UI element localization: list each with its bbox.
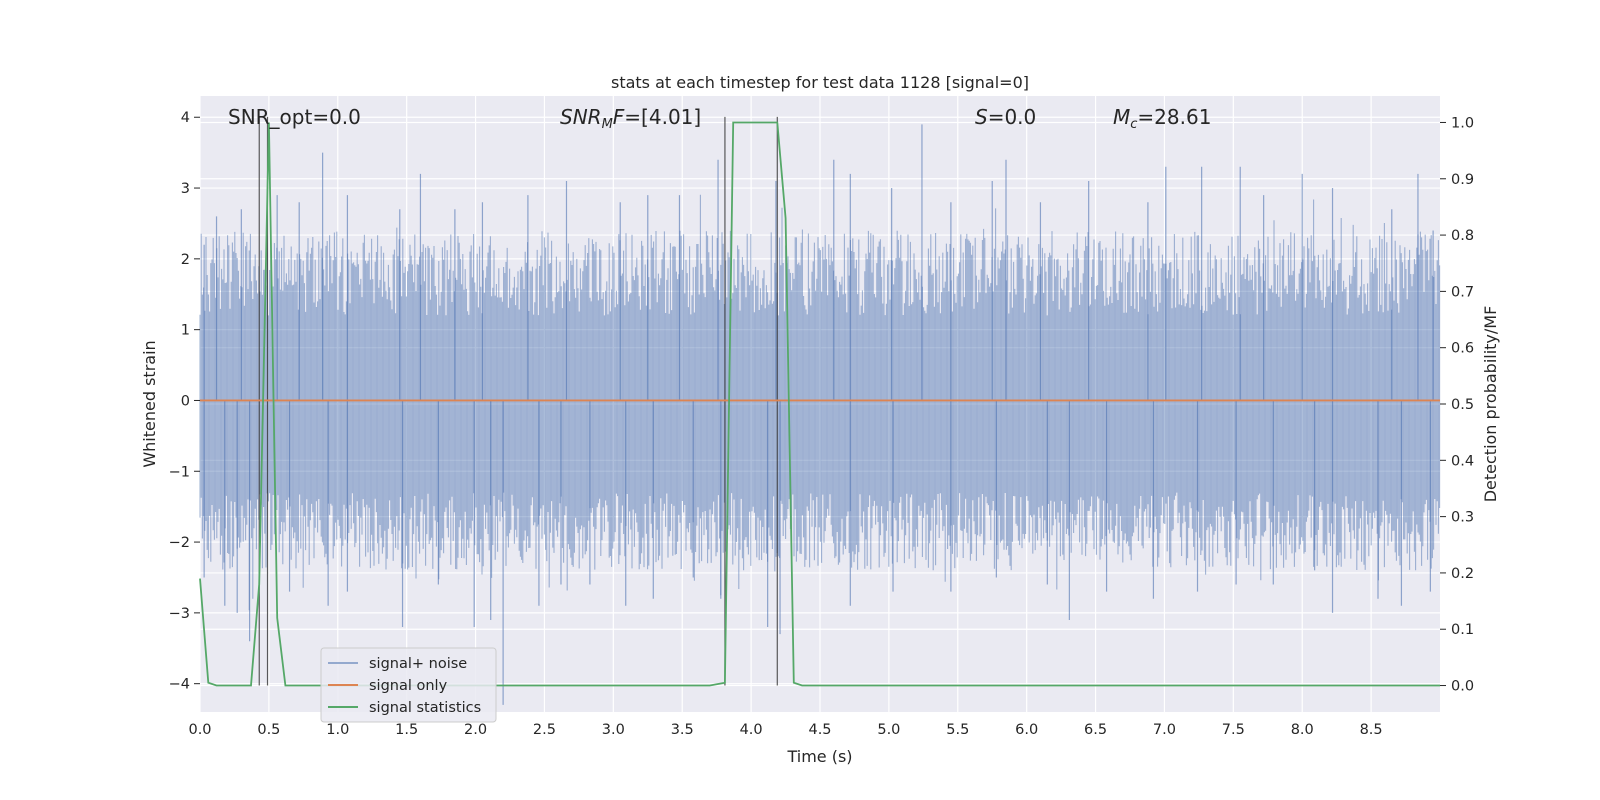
x-tick-label: 3.0 — [602, 722, 625, 738]
x-axis-ticks: 0.0 0.5 1.0 1.5 2.0 2.5 3.0 3.5 4.0 4.5 5.0 5.5 6.0 6… — [188, 722, 1382, 738]
annotation-snr-mf: SNRMF=[4.01] — [560, 105, 701, 132]
x-tick-label: 3.5 — [671, 722, 694, 738]
x-axis-label: Time (s) — [786, 747, 852, 766]
signal-statistics-series — [199, 121, 1440, 687]
y2-axis-label: Detection probability/MF — [1481, 306, 1500, 503]
y2-tick-label: 0.5 — [1451, 397, 1474, 413]
y2-tick-label: 0.9 — [1451, 172, 1474, 188]
signal-statistics-line — [199, 121, 1440, 687]
legend-box — [320, 647, 497, 723]
y-tick-label: 3 — [181, 181, 190, 197]
y2-tick-label: 0.2 — [1451, 566, 1474, 582]
y2-tick-label: 0.8 — [1451, 228, 1474, 244]
chart-title: stats at each timestep for test data 112… — [611, 73, 1029, 92]
x-tick-label: 8.0 — [1291, 722, 1314, 738]
legend-label-signal-noise: signal+ noise — [369, 656, 467, 672]
annotation-mc: Mc=28.61 — [1113, 105, 1211, 132]
y-tick-label: −4 — [169, 677, 190, 693]
x-tick-label: 6.0 — [1015, 722, 1038, 738]
legend-label-signal-only: signal only — [369, 678, 448, 694]
y-axis-label: Whitened strain — [140, 340, 159, 467]
y2-tick-label: 0.0 — [1451, 679, 1474, 695]
annotation-s: S=0.0 — [975, 105, 1036, 129]
x-tick-label: 1.0 — [326, 722, 349, 738]
y2-axis-ticks: 1.0 0.9 0.8 0.7 0.6 0.5 0.4 0.3 0.2 0.1 0.0 — [1440, 115, 1474, 695]
y-axis-ticks: 4 3 2 1 0 −1 −2 −3 −4 — [169, 110, 200, 693]
y2-tick-label: 0.6 — [1451, 341, 1474, 357]
y2-tick-label: 1.0 — [1451, 115, 1474, 131]
y-tick-label: −2 — [169, 535, 190, 551]
y-tick-label: 2 — [181, 252, 190, 268]
y-tick-label: 4 — [181, 110, 190, 126]
x-tick-label: 2.5 — [533, 722, 556, 738]
legend-label-signal-statistics: signal statistics — [369, 700, 481, 716]
x-tick-label: 6.5 — [1084, 722, 1107, 738]
x-tick-label: 7.5 — [1222, 722, 1245, 738]
x-tick-label: 1.5 — [395, 722, 418, 738]
x-tick-label: 0.0 — [188, 722, 211, 738]
x-tick-label: 4.0 — [740, 722, 763, 738]
x-tick-label: 5.5 — [946, 722, 969, 738]
x-tick-label: 2.0 — [464, 722, 487, 738]
y-tick-label: 0 — [181, 393, 190, 409]
y2-tick-label: 0.1 — [1451, 622, 1474, 638]
legend: signal+ noise signal only signal statist… — [320, 647, 497, 723]
x-tick-label: 0.5 — [257, 722, 280, 738]
x-tick-label: 8.5 — [1360, 722, 1383, 738]
y2-tick-label: 0.7 — [1451, 284, 1474, 300]
x-tick-label: 4.5 — [808, 722, 831, 738]
x-tick-label: 5.0 — [877, 722, 900, 738]
y2-tick-label: 0.3 — [1451, 510, 1474, 526]
y2-tick-label: 0.4 — [1451, 453, 1474, 469]
y-tick-label: 1 — [181, 323, 190, 339]
y-tick-label: −3 — [169, 606, 190, 622]
y-tick-label: −1 — [169, 464, 190, 480]
signal-plus-noise-series — [199, 124, 1441, 705]
annotation-snr-opt: SNR_opt=0.0 — [228, 105, 361, 129]
x-tick-label: 7.0 — [1153, 722, 1176, 738]
